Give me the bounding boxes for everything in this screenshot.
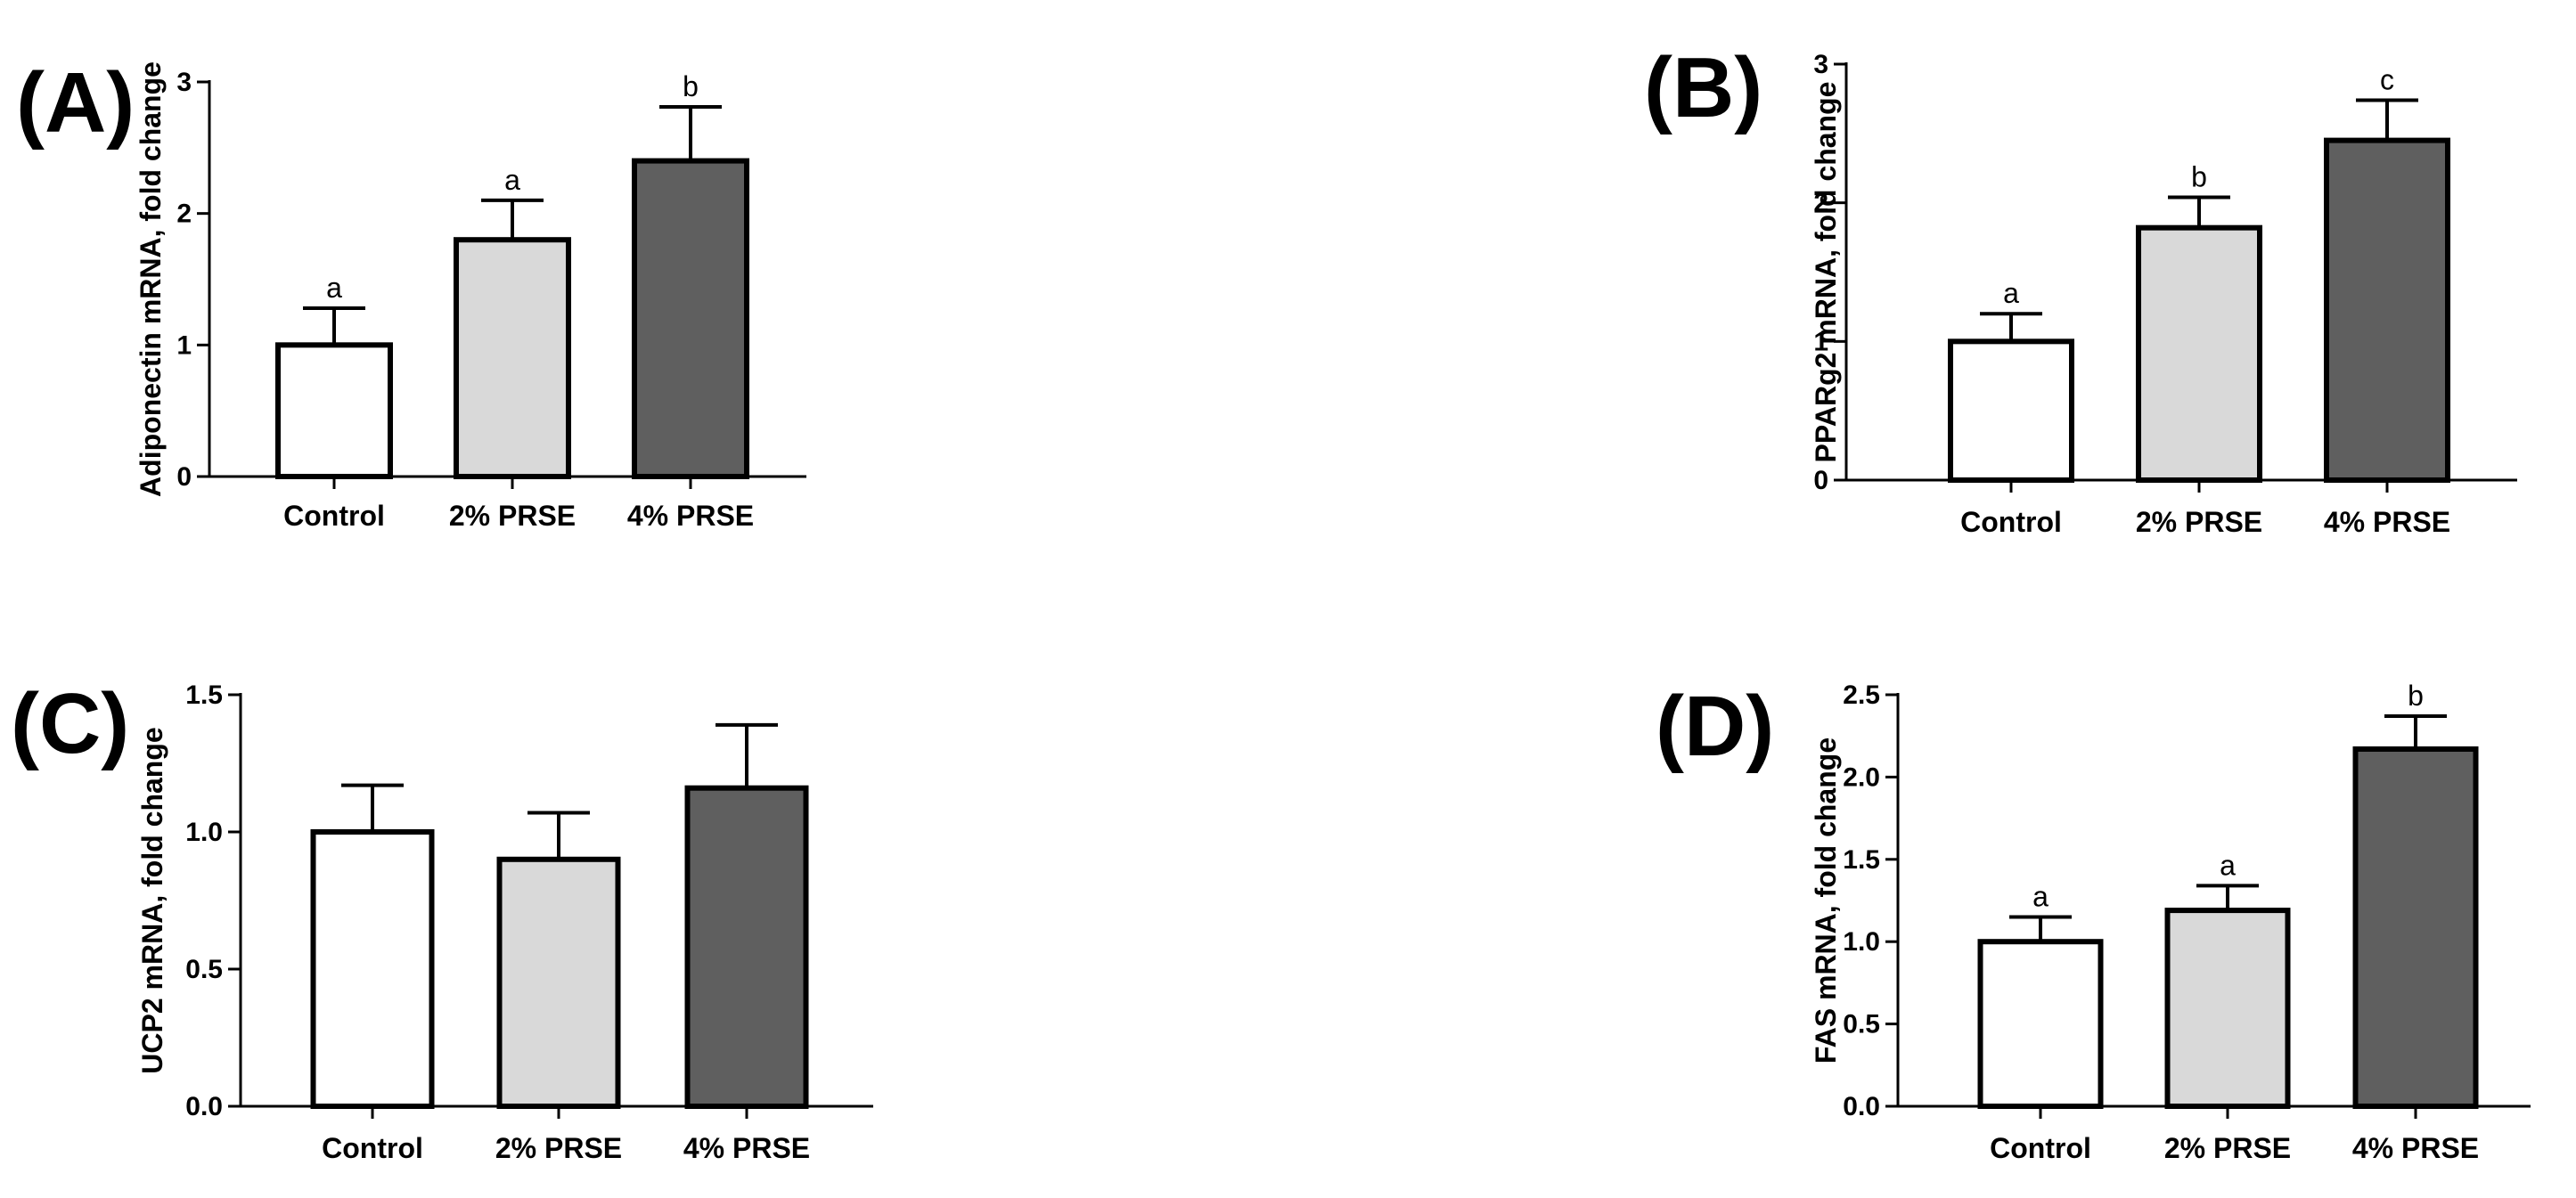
significance-letter: a [2032,880,2049,912]
y-tick-label: 0 [1813,466,1828,495]
y-tick-label: 0.0 [185,1092,223,1121]
bar-4-prse [684,785,809,1109]
bar-control [310,829,435,1109]
significance-letter: a [504,164,520,196]
y-tick-label: 2.0 [1843,762,1880,792]
bar-control [1977,939,2104,1109]
panel-letter: (D) [1656,679,1774,774]
bar-4-prse [632,158,749,479]
x-tick-label: Control [1960,506,2062,538]
panel-letter: (C) [11,676,129,771]
x-tick-label: 2% PRSE [2164,1132,2291,1164]
panel-letter: (A) [16,55,135,151]
bar-2-prse [496,856,621,1109]
y-tick-label: 0.0 [1843,1092,1880,1121]
y-tick-label: 0.5 [185,955,223,984]
x-tick-label: 2% PRSE [495,1132,622,1164]
bar-2-prse [2164,908,2291,1110]
y-tick-label: 3 [1813,50,1828,79]
y-tick-label: 2.5 [1843,680,1880,710]
bar-control [275,342,393,480]
bar-2-prse [2136,224,2262,483]
significance-letter: a [326,272,342,304]
y-tick-label: 2 [1813,189,1828,218]
significance-letter: b [2408,680,2424,712]
significance-letter: a [2003,277,2019,309]
y-axis-label: FAS mRNA, fold change [1810,738,1842,1064]
y-tick-label: 0.5 [1843,1010,1880,1039]
x-tick-label: Control [322,1132,423,1164]
x-tick-label: 4% PRSE [683,1132,810,1164]
significance-letter: b [2191,160,2207,192]
significance-letter: c [2380,63,2394,95]
bar-4-prse [2352,746,2479,1109]
y-axis-label: Adiponectin mRNA, fold change [135,61,167,497]
x-tick-label: 4% PRSE [2352,1132,2479,1164]
y-tick-label: 0 [176,462,192,492]
y-tick-label: 1.5 [1843,845,1880,875]
x-tick-label: 4% PRSE [627,500,754,532]
significance-letter: b [683,70,699,102]
bar-4-prse [2324,137,2450,483]
y-tick-label: 1.5 [185,680,223,710]
y-tick-label: 3 [176,68,192,97]
x-tick-label: 2% PRSE [449,500,576,532]
bar-2-prse [454,237,571,479]
panel-letter: (B) [1644,40,1762,135]
y-tick-label: 2 [176,200,192,229]
x-tick-label: 2% PRSE [2136,506,2262,538]
x-tick-label: Control [283,500,385,532]
significance-letter: a [2220,849,2236,881]
x-tick-label: Control [1990,1132,2091,1164]
y-tick-label: 1.0 [185,818,223,847]
y-axis-label: UCP2 mRNA, fold change [136,727,168,1073]
y-axis-label: PPARg2 mRNA, fold change [1810,82,1842,463]
x-tick-label: 4% PRSE [2324,506,2450,538]
y-tick-label: 1.0 [1843,927,1880,957]
y-tick-label: 1 [1813,327,1828,356]
y-tick-label: 1 [176,330,192,360]
bar-control [1948,338,2074,484]
